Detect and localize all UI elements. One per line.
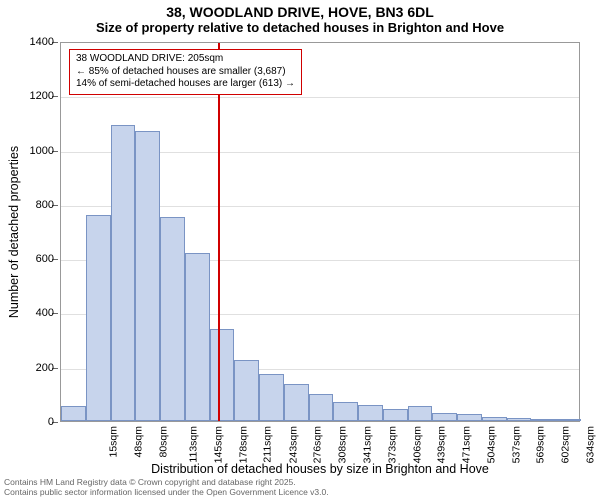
info-line-3: 14% of semi-detached houses are larger (… <box>76 78 295 91</box>
histogram-bar <box>86 215 111 421</box>
x-tick-label: 178sqm <box>238 426 250 463</box>
y-tick-label: 800 <box>14 199 54 211</box>
grid-line <box>61 97 579 98</box>
x-tick-label: 634sqm <box>584 426 596 463</box>
x-tick-label: 80sqm <box>157 426 169 458</box>
histogram-bar <box>408 406 433 421</box>
x-tick-label: 537sqm <box>510 426 522 463</box>
x-tick-label: 145sqm <box>213 426 225 463</box>
histogram-bar <box>135 131 160 421</box>
y-tick-label: 1000 <box>14 145 54 157</box>
x-tick-label: 373sqm <box>386 426 398 463</box>
histogram-bar <box>234 360 259 421</box>
footer-line-2: Contains public sector information licen… <box>4 488 329 498</box>
info-line-1: 38 WOODLAND DRIVE: 205sqm <box>76 53 295 66</box>
chart-title-sub: Size of property relative to detached ho… <box>0 20 600 35</box>
x-tick-label: 243sqm <box>287 426 299 463</box>
x-tick-label: 276sqm <box>312 426 324 463</box>
x-tick-label: 211sqm <box>262 426 274 463</box>
x-tick-label: 439sqm <box>436 426 448 463</box>
x-tick-label: 569sqm <box>535 426 547 463</box>
x-axis-title: Distribution of detached houses by size … <box>60 462 580 476</box>
chart-title-main: 38, WOODLAND DRIVE, HOVE, BN3 6DL <box>0 0 600 20</box>
y-tick-label: 600 <box>14 253 54 265</box>
x-tick-label: 406sqm <box>411 426 423 463</box>
y-axis-title: Number of detached properties <box>7 146 21 318</box>
histogram-bar <box>185 253 210 421</box>
x-tick-label: 504sqm <box>485 426 497 463</box>
y-tick-label: 0 <box>14 416 54 428</box>
histogram-bar <box>333 402 358 421</box>
marker-info-box: 38 WOODLAND DRIVE: 205sqm ← 85% of detac… <box>69 49 302 95</box>
histogram-bar <box>259 374 284 422</box>
histogram-bar <box>160 217 185 421</box>
histogram-bar <box>457 414 482 421</box>
footer-attribution: Contains HM Land Registry data © Crown c… <box>4 478 329 498</box>
histogram-bar <box>383 409 408 421</box>
histogram-bar <box>482 417 507 421</box>
histogram-bar <box>556 419 581 421</box>
x-tick-label: 113sqm <box>187 426 199 463</box>
y-tick-label: 200 <box>14 362 54 374</box>
x-tick-label: 341sqm <box>361 426 373 463</box>
histogram-bar <box>358 405 383 421</box>
marker-line <box>218 43 220 421</box>
histogram-bar <box>432 413 457 421</box>
histogram-bar <box>210 329 235 421</box>
histogram-bar <box>309 394 334 421</box>
histogram-bar <box>531 419 556 421</box>
x-tick-label: 48sqm <box>133 426 145 458</box>
y-tick-label: 1200 <box>14 90 54 102</box>
histogram-bar <box>284 384 309 421</box>
y-tick-label: 400 <box>14 307 54 319</box>
plot-area: 38 WOODLAND DRIVE: 205sqm ← 85% of detac… <box>60 42 580 422</box>
y-tick-label: 1400 <box>14 36 54 48</box>
histogram-bar <box>111 125 136 421</box>
chart-container: 38, WOODLAND DRIVE, HOVE, BN3 6DL Size o… <box>0 0 600 500</box>
x-tick-label: 15sqm <box>108 426 120 458</box>
x-tick-label: 471sqm <box>460 426 472 463</box>
x-tick-label: 308sqm <box>337 426 349 463</box>
info-line-2: ← 85% of detached houses are smaller (3,… <box>76 66 295 79</box>
histogram-bar <box>61 406 86 421</box>
histogram-bar <box>507 418 532 421</box>
x-tick-label: 602sqm <box>559 426 571 463</box>
